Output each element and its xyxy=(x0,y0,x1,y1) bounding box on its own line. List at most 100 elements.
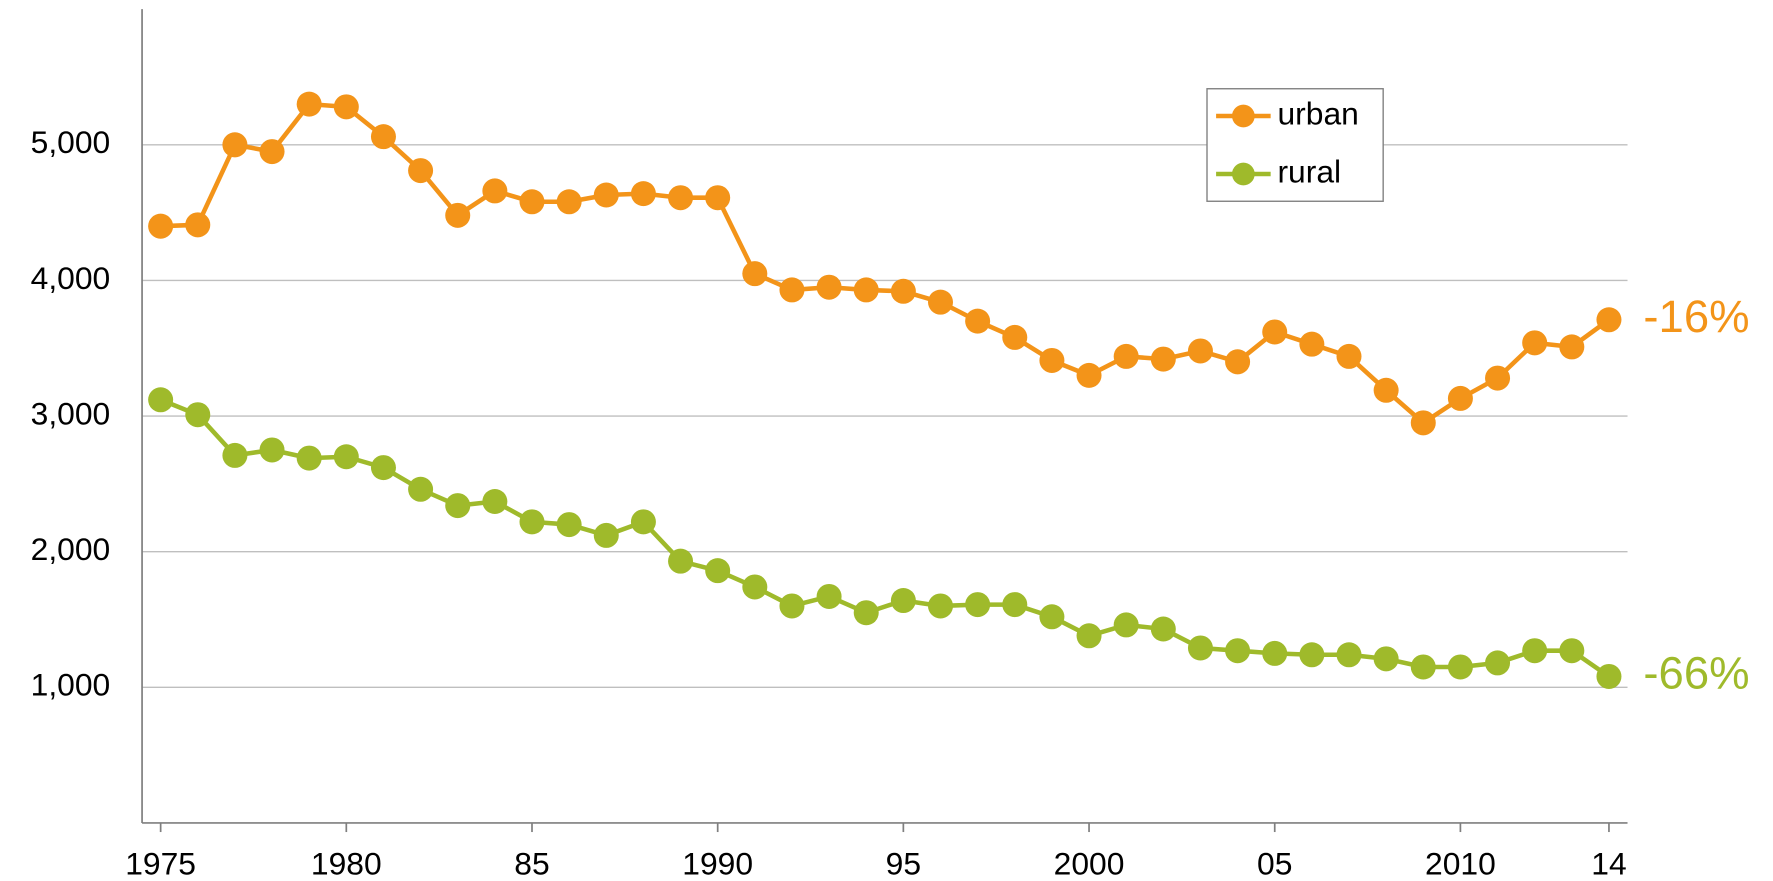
x-tick-label: 85 xyxy=(514,846,549,881)
point xyxy=(556,512,582,538)
point xyxy=(1410,654,1436,680)
y-tick-label: 3,000 xyxy=(31,395,111,431)
point xyxy=(185,212,211,238)
point xyxy=(705,185,731,211)
end-label: -16% xyxy=(1643,291,1749,342)
series-line xyxy=(159,397,1611,679)
point xyxy=(1559,334,1585,360)
point xyxy=(1447,385,1473,411)
point xyxy=(1187,635,1213,661)
point xyxy=(1002,592,1028,618)
y-tick-label: 1,000 xyxy=(31,667,111,703)
point xyxy=(853,277,879,303)
point xyxy=(593,522,619,548)
point xyxy=(333,94,359,120)
point xyxy=(1150,346,1176,372)
point xyxy=(779,593,805,619)
point xyxy=(630,181,656,207)
x-tick-label: 14 xyxy=(1591,846,1626,881)
x-tick-label: 1975 xyxy=(125,846,196,881)
point xyxy=(853,600,879,626)
point xyxy=(1225,638,1251,664)
point xyxy=(1113,612,1139,638)
point xyxy=(1336,642,1362,668)
point xyxy=(1150,616,1176,642)
point xyxy=(779,277,805,303)
point xyxy=(927,593,954,619)
point xyxy=(1410,410,1436,436)
point xyxy=(1522,330,1548,356)
x-tick-label: 2010 xyxy=(1425,846,1496,881)
point xyxy=(1485,650,1511,676)
point xyxy=(742,261,768,287)
x-tick-label: 2000 xyxy=(1054,846,1125,881)
point xyxy=(1187,338,1213,364)
point xyxy=(556,189,582,215)
point xyxy=(705,558,731,584)
x-tick-label: 95 xyxy=(886,846,921,881)
point xyxy=(927,289,954,315)
point xyxy=(370,455,396,481)
point xyxy=(1262,640,1288,666)
point xyxy=(668,548,694,574)
point xyxy=(1225,349,1251,375)
x-tick-label: 1980 xyxy=(311,846,382,881)
legend-label: rural xyxy=(1277,153,1341,189)
y-tick-label: 5,000 xyxy=(31,124,111,160)
legend-label: urban xyxy=(1277,95,1358,131)
point xyxy=(482,489,508,515)
point xyxy=(148,213,174,239)
point xyxy=(370,124,396,150)
point xyxy=(742,574,768,600)
point xyxy=(1373,377,1399,403)
point xyxy=(222,132,248,158)
point xyxy=(259,139,285,165)
end-label: -66% xyxy=(1643,647,1749,698)
point xyxy=(816,583,842,609)
point xyxy=(816,274,842,300)
legend-marker xyxy=(1232,162,1255,186)
point xyxy=(593,182,619,208)
point xyxy=(1113,343,1139,369)
point xyxy=(890,588,916,614)
point xyxy=(1596,307,1622,333)
point xyxy=(259,437,285,463)
point xyxy=(965,592,991,618)
point xyxy=(1522,638,1548,664)
point xyxy=(1447,654,1473,680)
point xyxy=(445,493,471,519)
point xyxy=(1559,638,1585,664)
point xyxy=(1336,343,1362,369)
point xyxy=(445,202,471,228)
point xyxy=(1039,604,1065,630)
point xyxy=(519,509,545,535)
y-tick-label: 4,000 xyxy=(31,260,111,296)
point xyxy=(222,442,248,468)
point xyxy=(296,445,322,471)
point xyxy=(1299,642,1325,668)
point xyxy=(333,444,359,470)
point xyxy=(296,91,322,117)
point xyxy=(482,178,508,204)
point xyxy=(1373,646,1399,672)
y-tick-label: 2,000 xyxy=(31,531,111,567)
point xyxy=(668,185,694,211)
point xyxy=(519,189,545,215)
point xyxy=(630,509,656,535)
point xyxy=(1262,319,1288,345)
point xyxy=(1076,623,1102,649)
point xyxy=(965,308,991,334)
x-tick-label: 1990 xyxy=(682,846,753,881)
point xyxy=(1596,663,1622,689)
point xyxy=(1299,331,1325,357)
point xyxy=(408,158,434,184)
point xyxy=(148,387,174,413)
series-line xyxy=(160,101,1611,426)
point xyxy=(890,278,916,304)
point xyxy=(1076,362,1102,388)
legend-marker xyxy=(1232,104,1255,128)
point xyxy=(1485,365,1511,391)
point xyxy=(1039,347,1065,373)
point xyxy=(408,476,434,502)
